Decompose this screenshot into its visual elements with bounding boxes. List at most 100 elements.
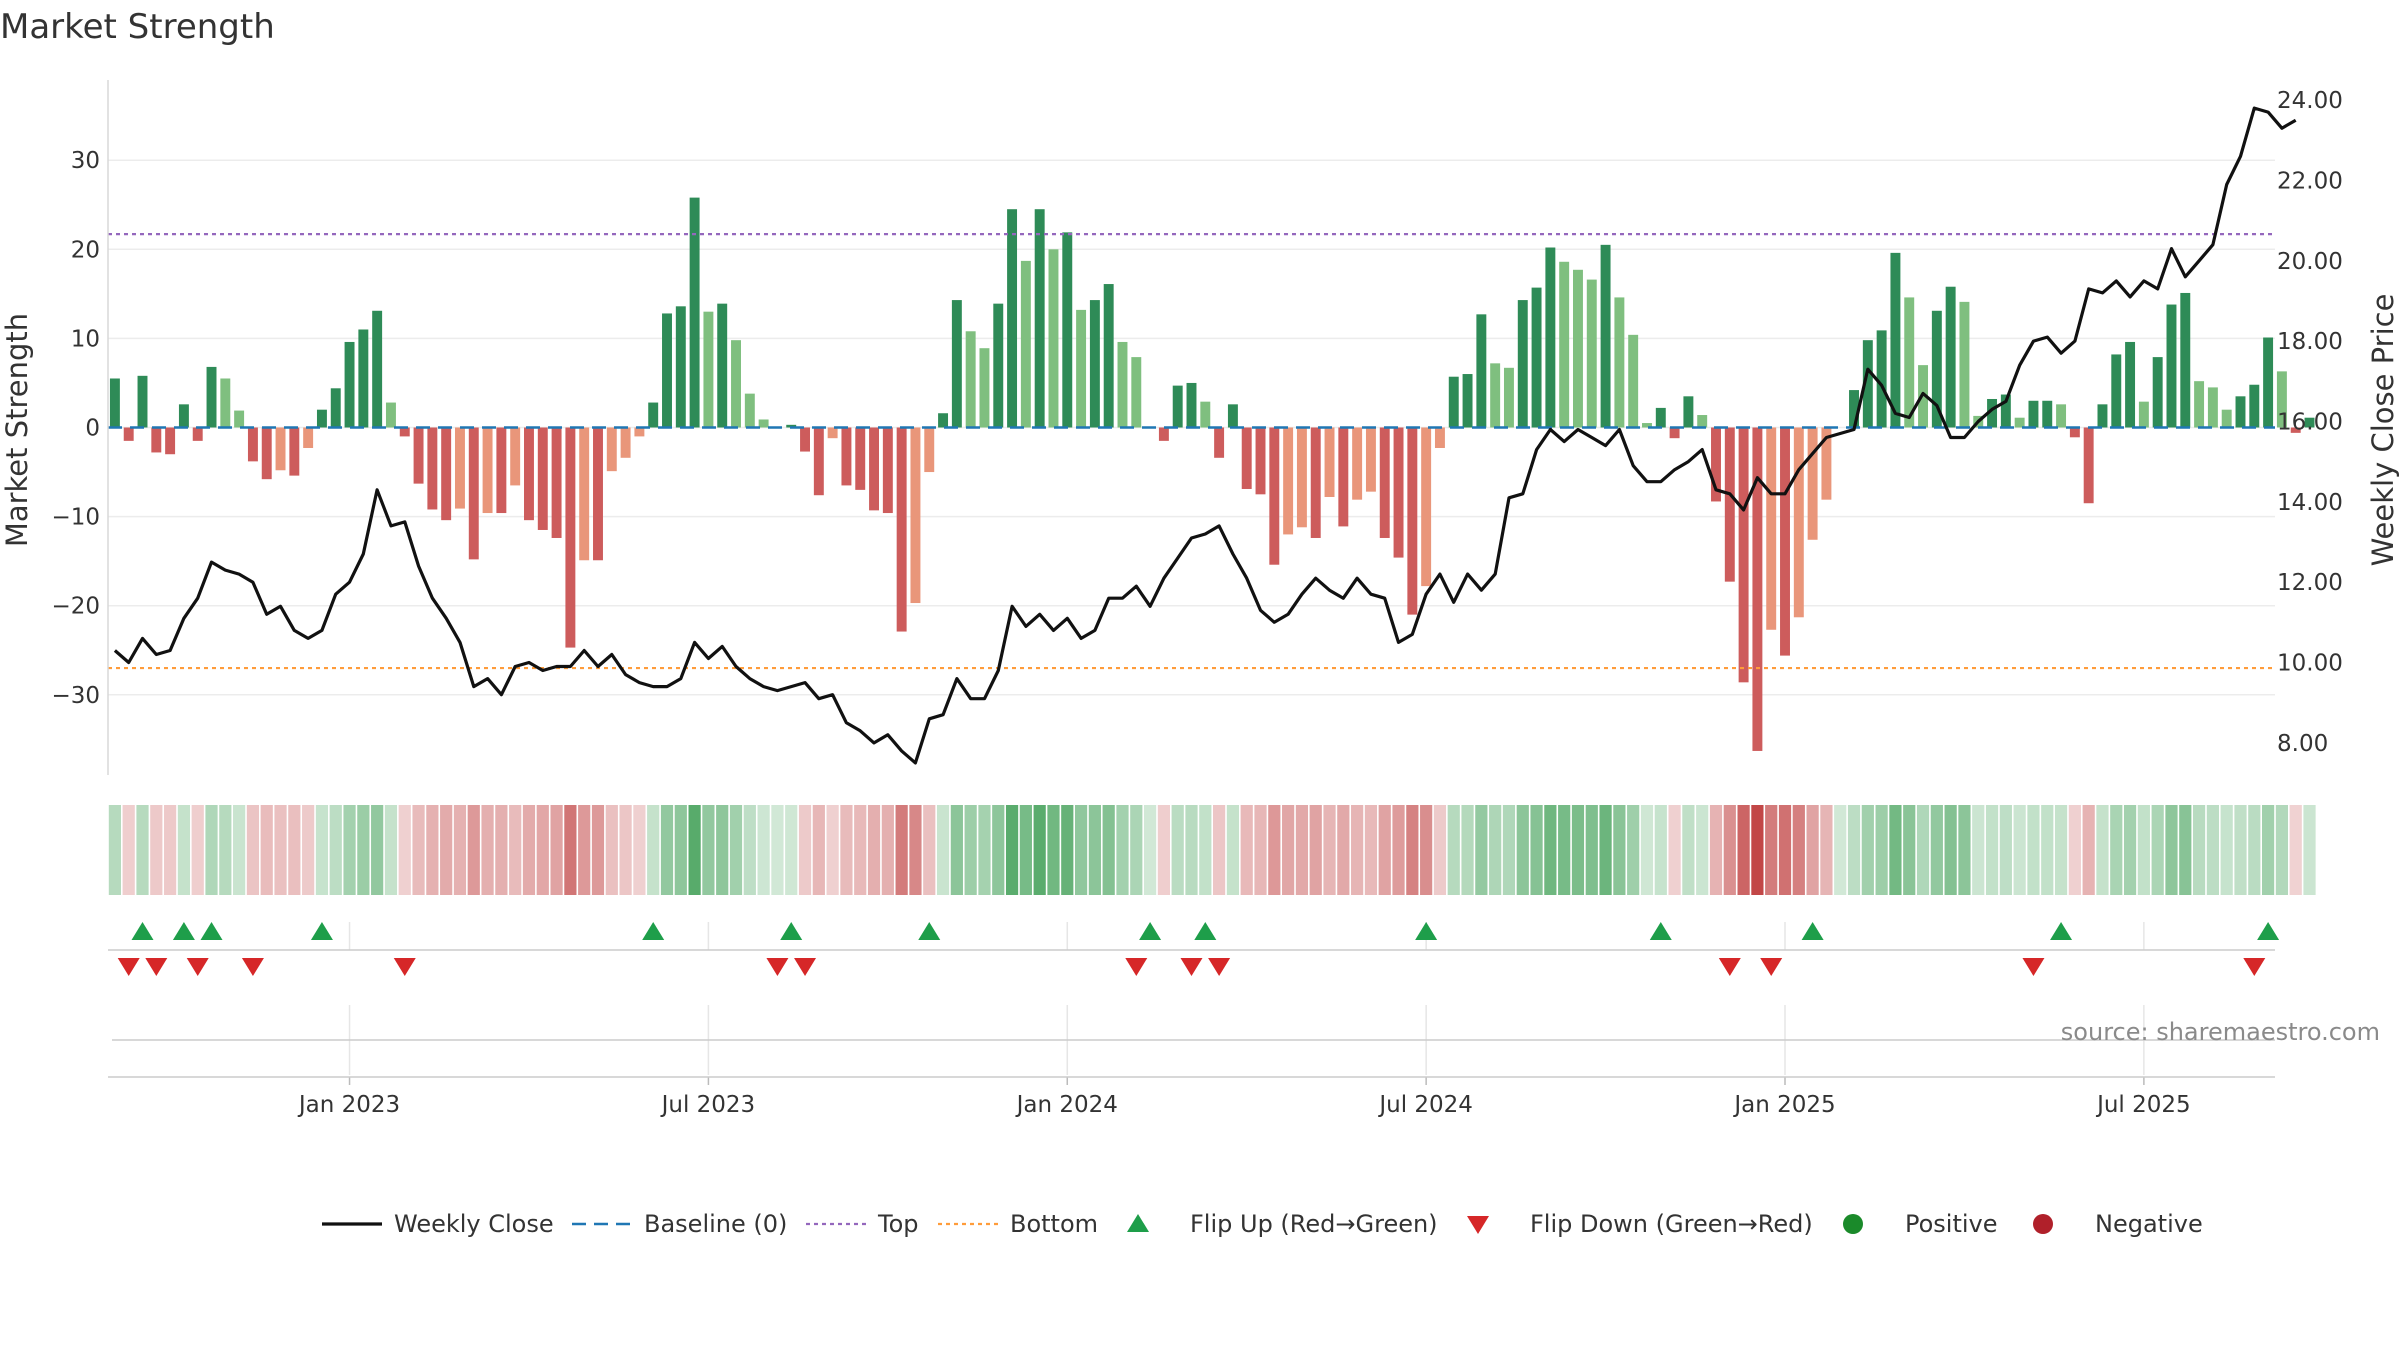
strength-bar — [2000, 394, 2011, 428]
heat-cell — [1364, 805, 1378, 895]
heat-cell — [633, 805, 646, 895]
heat-cell — [1668, 805, 1681, 895]
heat-cell — [1254, 805, 1267, 895]
right-tick-label: 24.00 — [2277, 88, 2343, 114]
strength-bar — [1945, 286, 1956, 428]
flip-down-marker — [1180, 958, 1203, 976]
flip-down-marker — [766, 958, 789, 976]
heat-cell — [923, 805, 936, 895]
heat-cell — [1309, 805, 1322, 895]
flip-up-marker — [310, 922, 333, 940]
source-credit: source: sharemaestro.com — [2061, 1018, 2380, 1046]
strength-bar — [261, 427, 272, 480]
heat-cell — [1944, 805, 1957, 895]
heat-cell — [854, 805, 867, 895]
flip-down-marker — [1760, 958, 1783, 976]
heat-cell — [867, 805, 881, 895]
strength-bar — [1931, 310, 1942, 428]
strength-bar — [399, 427, 410, 437]
heat-cell — [2123, 805, 2137, 895]
legend-label: Bottom — [1010, 1210, 1098, 1238]
heat-cell — [1433, 805, 1447, 895]
heat-cell — [1834, 805, 1847, 895]
flip-down-marker — [1718, 958, 1741, 976]
right-tick-label: 14.00 — [2277, 490, 2343, 516]
strength-bar — [579, 427, 590, 561]
strength-bar — [1421, 427, 1432, 587]
heat-cell — [233, 805, 246, 895]
strength-bar — [1034, 209, 1045, 428]
left-tick-label: 0 — [85, 416, 100, 442]
heat-cell — [1199, 805, 1212, 895]
strength-bar — [1089, 300, 1100, 428]
heat-cell — [826, 805, 839, 895]
heat-cell — [246, 805, 260, 895]
heat-cell — [2054, 805, 2068, 895]
strength-bar — [2125, 341, 2136, 428]
heat-cell — [2082, 805, 2095, 895]
legend-swatch-flip-up — [1127, 1214, 1149, 1232]
strength-bar — [910, 427, 921, 604]
strength-bar — [675, 306, 686, 428]
strength-bar — [593, 427, 603, 561]
strength-bar — [1862, 340, 1873, 428]
right-tick-label: 20.00 — [2277, 249, 2343, 275]
strength-bar — [689, 197, 700, 428]
legend-label: Weekly Close — [394, 1210, 554, 1238]
heat-cell — [1696, 805, 1709, 895]
heat-cell — [1558, 805, 1571, 895]
strength-bar — [1283, 427, 1294, 535]
heat-cell — [895, 805, 908, 895]
heat-cell — [2234, 805, 2247, 895]
heat-cell — [1005, 805, 1019, 895]
heat-cell — [1475, 805, 1488, 895]
strength-bar — [1448, 376, 1459, 428]
heat-cell — [2206, 805, 2219, 895]
heat-cell — [1392, 805, 1405, 895]
strength-bar — [662, 313, 672, 428]
strength-bar — [758, 419, 769, 428]
heat-cell — [1171, 805, 1184, 895]
strength-bar — [786, 424, 797, 428]
strength-bar — [1642, 423, 1652, 428]
strength-bar — [1752, 427, 1763, 751]
left-tick-label: −10 — [51, 505, 100, 531]
heat-cell — [1737, 805, 1750, 895]
flip-down-marker — [1208, 958, 1231, 976]
heat-cell — [1061, 805, 1074, 895]
strength-bar — [744, 393, 755, 428]
strength-bar — [648, 402, 659, 428]
strength-bar — [1186, 382, 1197, 428]
strength-bar — [551, 427, 562, 538]
right-tick-label: 16.00 — [2277, 409, 2343, 435]
strength-bar — [1876, 330, 1887, 428]
strength-bar — [1738, 427, 1749, 683]
heat-cell — [481, 805, 494, 895]
strength-bar — [524, 427, 534, 521]
strength-bar — [123, 427, 134, 441]
heat-cell — [1213, 805, 1226, 895]
strength-bar — [2166, 304, 2177, 428]
strength-bar — [1007, 209, 1018, 428]
strength-bar — [565, 427, 576, 648]
strength-bar — [1987, 398, 1998, 428]
heat-cell — [840, 805, 853, 895]
heat-cell — [1102, 805, 1115, 895]
strength-bar — [1393, 427, 1404, 558]
heat-cell — [647, 805, 660, 895]
strength-bar — [800, 427, 810, 452]
strength-bar — [330, 388, 341, 428]
strength-bar — [827, 427, 838, 439]
heat-cell — [1088, 805, 1101, 895]
strength-bar — [1310, 427, 1321, 538]
legend-label: Flip Down (Green→Red) — [1530, 1210, 1813, 1238]
legend-label: Baseline (0) — [644, 1210, 787, 1238]
strength-bar — [1821, 427, 1832, 500]
legend-label: Top — [877, 1210, 919, 1238]
heat-cell — [578, 805, 591, 895]
strength-bar — [165, 427, 176, 455]
strength-bar — [137, 375, 148, 428]
strength-bar — [234, 410, 245, 428]
strength-bars — [109, 197, 2315, 751]
